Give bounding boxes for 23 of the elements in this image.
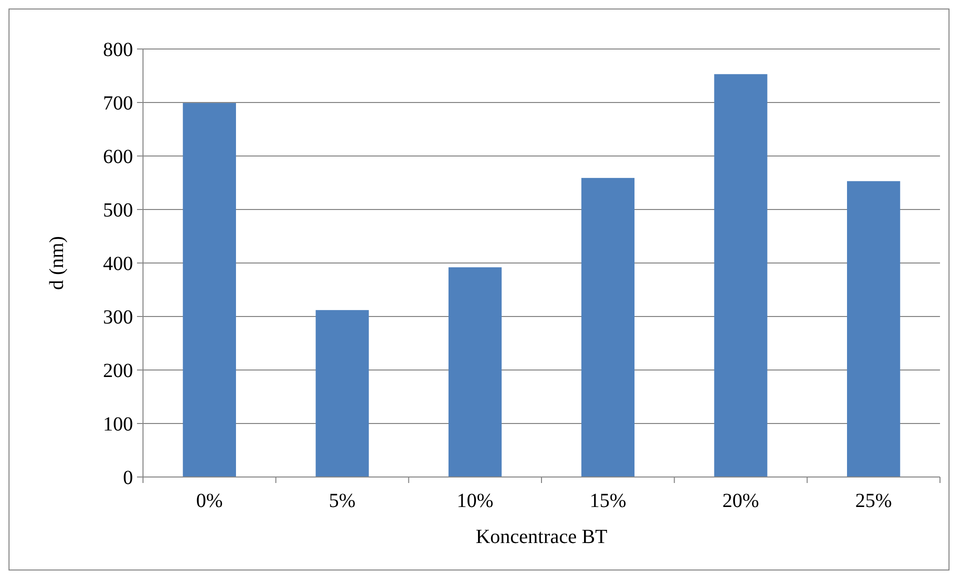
bar — [448, 267, 502, 477]
y-tick-label: 200 — [103, 360, 133, 382]
bar — [182, 103, 236, 477]
y-tick-label: 300 — [103, 306, 133, 328]
y-tick-label: 500 — [103, 200, 133, 222]
x-tick-label: 15% — [590, 490, 626, 512]
bar — [316, 310, 369, 477]
y-axis-title: d (nm) — [46, 236, 68, 290]
x-tick-label: 0% — [196, 490, 223, 512]
y-tick-label: 400 — [103, 253, 133, 275]
x-axis-title: Koncentrace BT — [476, 526, 608, 548]
x-tick-label: 20% — [722, 490, 760, 512]
y-tick-label: 0 — [123, 467, 133, 489]
bar — [714, 74, 768, 477]
x-tick-label: 10% — [456, 490, 494, 512]
x-tick-label: 25% — [855, 490, 892, 512]
y-tick-label: 100 — [103, 414, 133, 436]
bar — [581, 178, 634, 477]
x-tick-label: 5% — [328, 490, 356, 512]
y-tick-label: 600 — [103, 146, 133, 168]
y-tick-label: 700 — [103, 92, 133, 114]
y-tick-label: 800 — [103, 39, 133, 61]
bar — [847, 181, 900, 477]
